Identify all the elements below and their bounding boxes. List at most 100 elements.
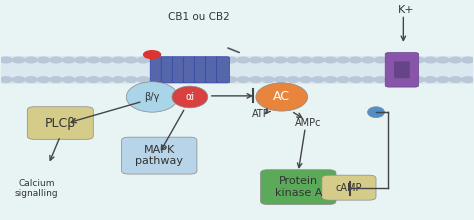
FancyBboxPatch shape xyxy=(205,57,219,83)
Text: AC: AC xyxy=(273,90,290,103)
Text: cAMP: cAMP xyxy=(336,183,362,193)
FancyBboxPatch shape xyxy=(385,53,419,87)
Circle shape xyxy=(374,77,387,82)
Circle shape xyxy=(137,57,149,63)
Circle shape xyxy=(162,77,174,82)
Circle shape xyxy=(374,57,387,63)
Ellipse shape xyxy=(172,86,208,108)
Circle shape xyxy=(424,57,437,63)
Text: K+: K+ xyxy=(398,5,415,15)
Circle shape xyxy=(287,77,299,82)
Circle shape xyxy=(112,77,125,82)
Circle shape xyxy=(337,57,349,63)
Circle shape xyxy=(300,77,312,82)
Circle shape xyxy=(75,57,87,63)
Circle shape xyxy=(412,57,424,63)
Circle shape xyxy=(12,77,25,82)
Circle shape xyxy=(325,57,337,63)
Circle shape xyxy=(125,77,137,82)
FancyBboxPatch shape xyxy=(121,137,197,174)
FancyBboxPatch shape xyxy=(216,57,229,83)
Ellipse shape xyxy=(367,107,384,118)
Circle shape xyxy=(50,57,62,63)
FancyBboxPatch shape xyxy=(394,61,410,78)
FancyBboxPatch shape xyxy=(261,170,336,205)
Text: Protein
kinase A: Protein kinase A xyxy=(274,176,322,198)
Circle shape xyxy=(312,77,324,82)
Circle shape xyxy=(400,57,411,63)
Circle shape xyxy=(100,57,112,63)
Circle shape xyxy=(437,77,449,82)
Circle shape xyxy=(287,57,299,63)
Circle shape xyxy=(187,57,200,63)
Circle shape xyxy=(25,57,37,63)
Circle shape xyxy=(250,77,262,82)
Circle shape xyxy=(462,57,474,63)
Circle shape xyxy=(274,57,287,63)
Circle shape xyxy=(212,77,224,82)
Circle shape xyxy=(362,57,374,63)
FancyBboxPatch shape xyxy=(27,107,93,139)
Ellipse shape xyxy=(256,83,308,111)
Circle shape xyxy=(100,77,112,82)
Circle shape xyxy=(175,77,187,82)
Circle shape xyxy=(112,57,125,63)
Circle shape xyxy=(37,77,50,82)
Circle shape xyxy=(187,77,200,82)
Circle shape xyxy=(274,77,287,82)
Circle shape xyxy=(175,57,187,63)
Circle shape xyxy=(87,77,100,82)
Circle shape xyxy=(212,57,224,63)
FancyBboxPatch shape xyxy=(183,57,197,83)
Circle shape xyxy=(200,57,212,63)
Circle shape xyxy=(63,77,74,82)
Circle shape xyxy=(412,77,424,82)
Circle shape xyxy=(200,77,212,82)
Circle shape xyxy=(50,77,62,82)
Circle shape xyxy=(75,77,87,82)
Text: PLCβ: PLCβ xyxy=(45,117,76,130)
Circle shape xyxy=(362,77,374,82)
Circle shape xyxy=(387,77,399,82)
Text: αi: αi xyxy=(185,92,194,102)
Circle shape xyxy=(87,57,100,63)
Circle shape xyxy=(37,57,50,63)
Circle shape xyxy=(325,77,337,82)
FancyBboxPatch shape xyxy=(172,57,185,83)
Circle shape xyxy=(237,57,249,63)
Circle shape xyxy=(137,77,149,82)
Circle shape xyxy=(12,57,25,63)
Circle shape xyxy=(162,57,174,63)
Circle shape xyxy=(449,57,462,63)
Circle shape xyxy=(349,77,362,82)
Circle shape xyxy=(312,57,324,63)
Text: AMPc: AMPc xyxy=(294,118,321,128)
Circle shape xyxy=(449,77,462,82)
FancyBboxPatch shape xyxy=(1,56,473,84)
Circle shape xyxy=(262,57,274,63)
Circle shape xyxy=(250,57,262,63)
Circle shape xyxy=(63,57,74,63)
Circle shape xyxy=(25,77,37,82)
FancyBboxPatch shape xyxy=(194,57,208,83)
Circle shape xyxy=(144,51,161,59)
Circle shape xyxy=(400,77,411,82)
Circle shape xyxy=(424,77,437,82)
Circle shape xyxy=(262,77,274,82)
Circle shape xyxy=(125,57,137,63)
Ellipse shape xyxy=(126,82,178,112)
Circle shape xyxy=(150,77,162,82)
Text: MAPK
pathway: MAPK pathway xyxy=(135,145,183,166)
Circle shape xyxy=(349,57,362,63)
FancyBboxPatch shape xyxy=(150,57,164,83)
Circle shape xyxy=(300,57,312,63)
Circle shape xyxy=(150,57,162,63)
Circle shape xyxy=(337,77,349,82)
Circle shape xyxy=(225,77,237,82)
Text: β/γ: β/γ xyxy=(145,92,160,102)
Circle shape xyxy=(237,77,249,82)
Circle shape xyxy=(387,57,399,63)
FancyBboxPatch shape xyxy=(322,175,376,200)
Text: CB1 ou CB2: CB1 ou CB2 xyxy=(168,12,230,22)
Text: ATP: ATP xyxy=(252,109,269,119)
